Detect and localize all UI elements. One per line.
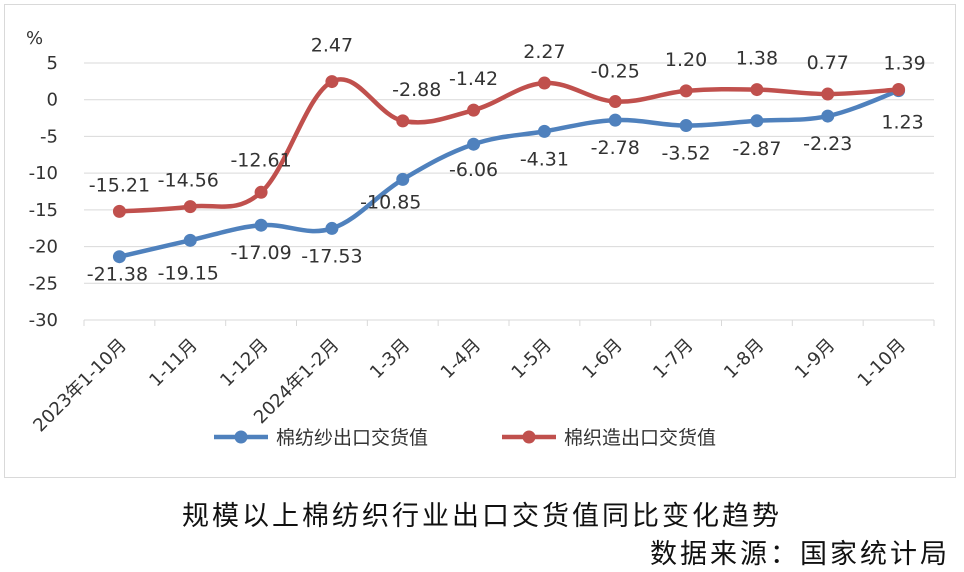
data-point <box>892 83 906 97</box>
data-point <box>608 95 622 109</box>
data-point <box>325 75 339 89</box>
data-point <box>112 250 126 264</box>
data-label: 1.23 <box>881 112 923 134</box>
x-tick-label: 1-3月 <box>366 335 414 383</box>
data-point <box>750 114 764 128</box>
x-tick-label: 1-5月 <box>508 335 556 383</box>
data-label: -10.85 <box>360 191 421 213</box>
data-label: -4.31 <box>520 148 569 170</box>
data-label: 1.39 <box>883 53 925 75</box>
data-point <box>821 87 835 101</box>
line-chart: 5 0 -5 -10 -15 -20 -25 -30% 2023年1-10月 1-11月 1-12月… <box>26 28 935 449</box>
data-label: -19.15 <box>158 262 219 284</box>
data-point <box>254 185 268 199</box>
data-label: 1.20 <box>665 49 707 71</box>
data-label: -12.61 <box>230 149 291 171</box>
data-label: -21.38 <box>87 264 148 286</box>
data-label: -0.25 <box>591 61 640 83</box>
data-label: 2.47 <box>311 35 353 57</box>
y-tick-label: 0 <box>47 90 58 111</box>
data-point <box>396 172 410 186</box>
data-point <box>467 137 481 151</box>
data-label: 1.38 <box>736 48 778 70</box>
y-tick-label: -5 <box>40 126 58 147</box>
data-point <box>183 200 197 214</box>
legend-label: 棉织造出口交货值 <box>564 427 716 449</box>
data-label: -14.56 <box>158 170 219 192</box>
x-tick-label: 1-11月 <box>145 335 201 391</box>
data-point <box>325 221 339 235</box>
data-point <box>537 124 551 138</box>
legend-label: 棉纺纱出口交货值 <box>276 427 428 449</box>
data-label: -2.78 <box>591 137 640 159</box>
data-label: -1.42 <box>449 68 498 90</box>
data-label: -2.88 <box>392 79 441 101</box>
x-tick-label: 1-4月 <box>437 335 485 383</box>
data-point <box>679 119 693 133</box>
chart-frame <box>4 4 956 478</box>
series-line-1 <box>117 88 901 259</box>
data-point <box>112 204 126 218</box>
data-source-note: 数据来源：国家统计局 <box>650 539 950 570</box>
x-tick-label: 1-12月 <box>216 335 272 391</box>
data-point <box>537 76 551 90</box>
chart-caption: 规模以上棉纺织行业出口交货值同比变化趋势 <box>182 501 782 532</box>
data-point <box>750 83 764 97</box>
data-point <box>467 103 481 117</box>
data-label: -6.06 <box>449 159 498 181</box>
y-tick-label: -25 <box>29 273 58 294</box>
y-tick-label: -20 <box>29 237 58 258</box>
data-label: -3.52 <box>661 143 710 165</box>
x-tick-label: 2023年1-10月 <box>29 335 131 437</box>
data-point <box>254 218 268 232</box>
x-tick-label: 1-7月 <box>649 335 697 383</box>
x-tick-label: 1-10月 <box>854 335 910 391</box>
legend-marker <box>522 430 536 444</box>
data-label: -15.21 <box>89 174 150 196</box>
x-tick-label: 1-8月 <box>720 335 768 383</box>
data-point <box>821 109 835 123</box>
data-point <box>183 233 197 247</box>
x-tick-label: 1-9月 <box>791 335 839 383</box>
data-label: -2.23 <box>803 133 852 155</box>
data-point <box>396 114 410 128</box>
data-label: -17.53 <box>301 245 362 267</box>
y-tick-label: -30 <box>29 310 58 331</box>
data-point <box>608 113 622 127</box>
y-tick-label: 5 <box>47 53 58 74</box>
data-label: 2.27 <box>523 41 565 63</box>
data-point <box>679 84 693 98</box>
legend-marker <box>234 430 248 444</box>
x-tick-label: 1-6月 <box>578 335 626 383</box>
y-unit-label: % <box>26 28 43 49</box>
y-tick-label: -15 <box>29 200 58 221</box>
data-label: 0.77 <box>807 52 849 74</box>
data-label: -17.09 <box>230 242 291 264</box>
data-label: -2.87 <box>732 138 781 160</box>
series-line-2 <box>117 77 901 214</box>
y-tick-label: -10 <box>29 163 58 184</box>
